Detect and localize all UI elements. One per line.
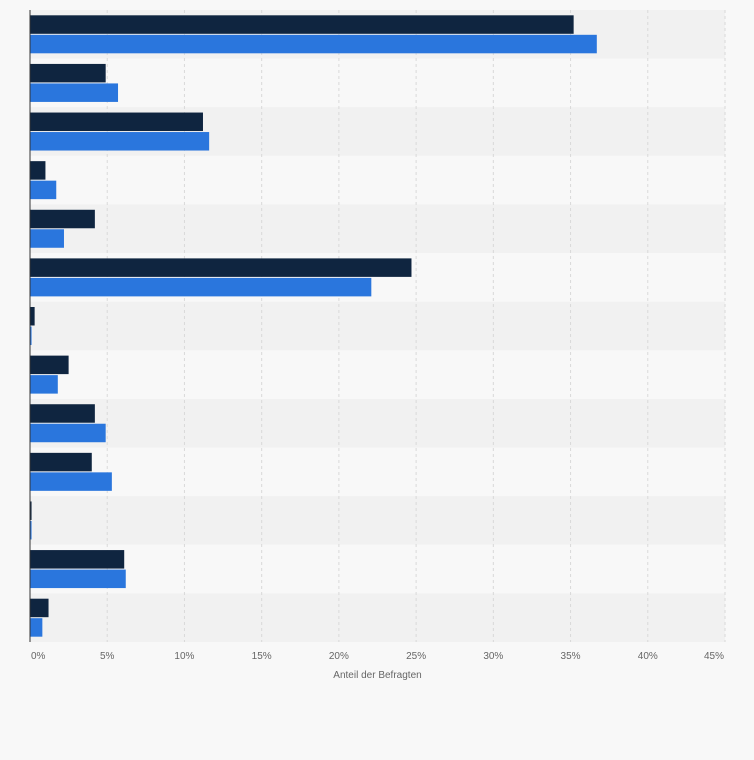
bar-series-2[interactable] [30,180,57,200]
row-band [30,58,725,108]
bar-series-2[interactable] [30,277,372,297]
bar-series-1[interactable] [30,550,125,569]
x-tick-label: 25% [406,651,426,662]
x-tick-label: 0% [31,651,46,662]
bar-series-2[interactable] [30,83,119,102]
bar-series-1[interactable] [30,112,203,132]
bar-series-1[interactable] [30,501,32,520]
bar-series-2[interactable] [30,34,597,54]
x-tick-label: 20% [329,651,349,662]
row-band [30,447,725,497]
row-band [30,593,725,642]
bar-series-1[interactable] [30,307,35,326]
bar-series-1[interactable] [30,598,49,618]
x-axis-title: Anteil der Befragten [333,670,421,681]
bar-series-1[interactable] [30,15,574,34]
x-tick-label: 30% [483,651,503,662]
bar-series-1[interactable] [30,404,95,423]
row-band [30,301,725,351]
bar-series-2[interactable] [30,569,126,589]
bar-series-2[interactable] [30,326,32,346]
bar-series-1[interactable] [30,452,92,472]
row-band [30,544,725,594]
bar-series-2[interactable] [30,618,43,637]
bar-series-2[interactable] [30,132,210,151]
row-band [30,350,725,399]
x-axis-ticks: 0% 5% 10% 15% 20% 25% 30% 35% 40% 45% [31,651,724,662]
x-tick-label: 35% [561,651,581,662]
bar-series-1[interactable] [30,161,46,180]
bars [30,15,597,637]
row-band [30,204,725,254]
row-band [30,155,725,205]
bar-series-1[interactable] [30,209,95,229]
x-tick-label: 10% [174,651,194,662]
row-band [30,398,725,448]
x-tick-label: 15% [252,651,272,662]
x-tick-label: 5% [100,651,115,662]
bar-series-2[interactable] [30,423,106,443]
bar-series-1[interactable] [30,258,412,277]
bar-series-2[interactable] [30,472,112,491]
bar-series-1[interactable] [30,63,106,83]
row-band [30,496,725,545]
bar-series-2[interactable] [30,375,58,394]
bar-series-2[interactable] [30,229,64,248]
x-tick-label: 40% [638,651,658,662]
row-bands [30,10,725,642]
x-tick-label: 45% [704,651,724,662]
bar-series-1[interactable] [30,355,69,375]
bar-series-2[interactable] [30,520,32,540]
